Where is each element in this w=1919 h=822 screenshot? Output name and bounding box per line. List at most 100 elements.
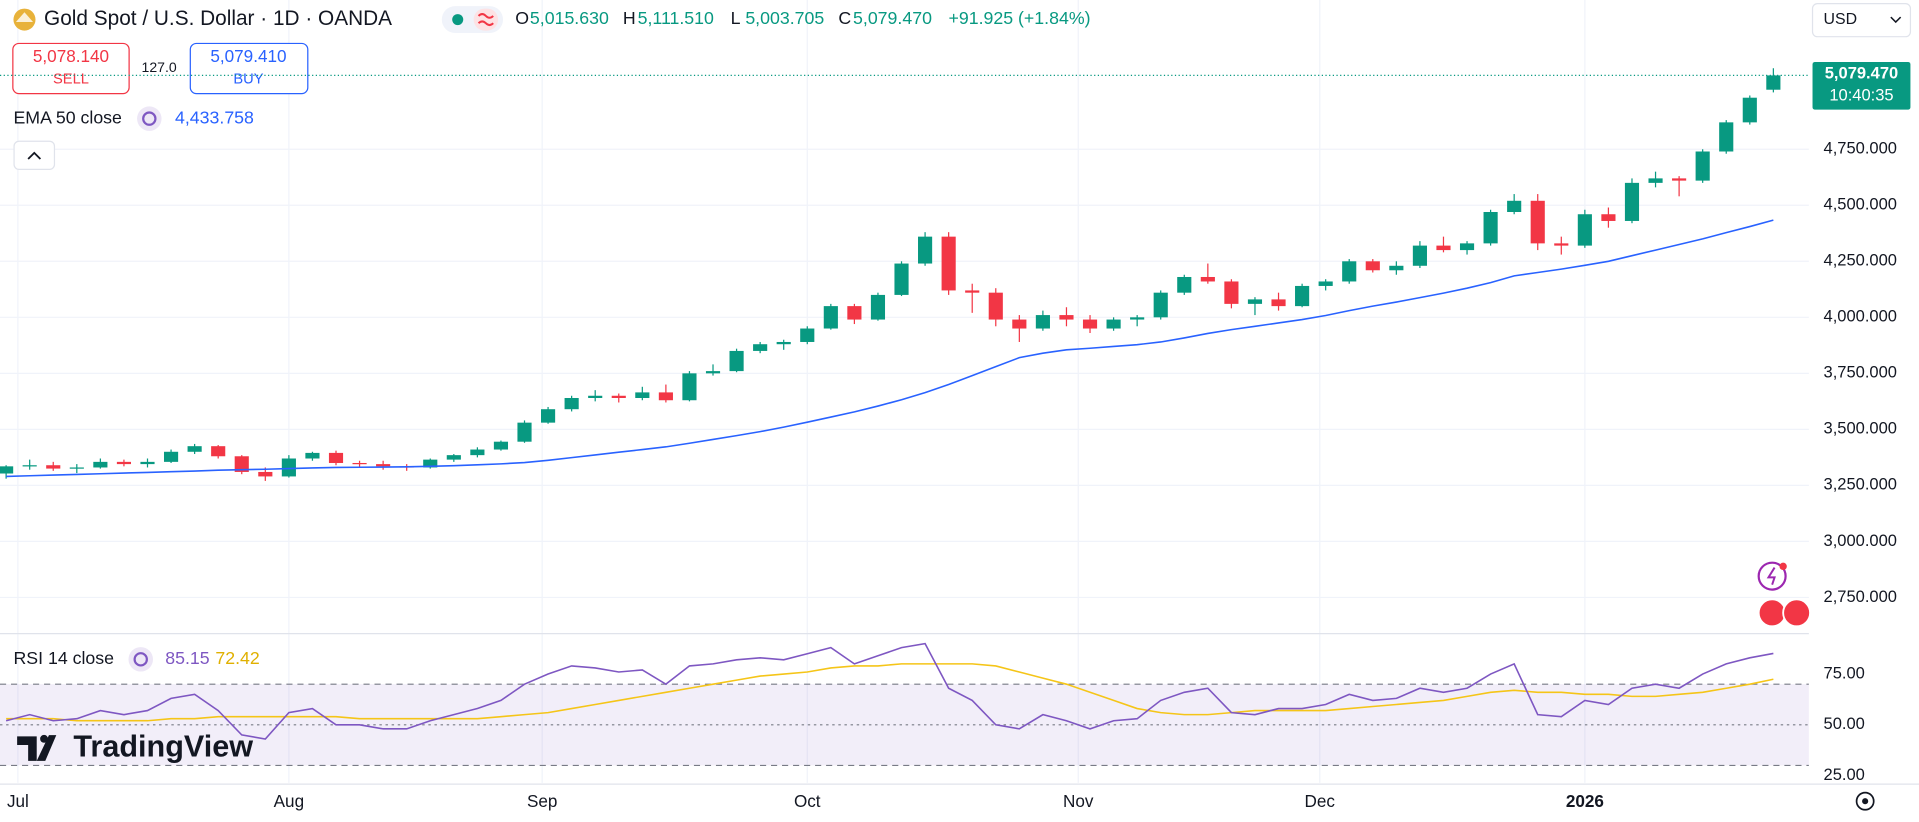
spread: 127.0 <box>141 59 176 75</box>
ema-icon <box>137 106 162 131</box>
candle-body <box>611 395 626 398</box>
candle-body <box>635 392 650 398</box>
y-tick-label: 3,750.000 <box>1824 364 1897 382</box>
candle-body <box>1365 261 1380 271</box>
candle-body <box>1389 265 1404 271</box>
candle-body <box>541 409 556 423</box>
candle-body <box>658 392 673 401</box>
candle-body <box>305 452 320 459</box>
ohlc-key: O <box>515 8 529 28</box>
x-tick-label: Dec <box>1305 792 1336 811</box>
candle-body <box>1742 97 1757 123</box>
economic-event-icon[interactable] <box>1757 598 1787 628</box>
candle-body <box>163 451 179 462</box>
candle-body <box>705 371 721 374</box>
candle-body <box>1577 214 1592 246</box>
plot-area <box>0 68 1781 740</box>
x-tick-label: Oct <box>794 792 821 811</box>
candle-body <box>1766 75 1781 90</box>
candle-body <box>69 467 84 469</box>
y-tick-label: 3,250.000 <box>1824 476 1897 494</box>
sell-button[interactable] <box>12 42 130 95</box>
candle-body <box>1719 122 1734 152</box>
sell-label[interactable]: SELL <box>53 71 89 87</box>
delay-badge <box>473 8 499 31</box>
candle-body <box>446 455 461 460</box>
candle-body <box>1153 292 1168 318</box>
event-icon[interactable] <box>1757 561 1787 591</box>
candle-body <box>1035 315 1050 329</box>
grid <box>0 0 1809 783</box>
candle-body <box>93 461 108 468</box>
ohlc-value: 5,015.630 <box>530 8 609 28</box>
candle-body <box>1530 200 1545 244</box>
currency-button[interactable] <box>1811 3 1912 38</box>
candle-body <box>1672 178 1687 181</box>
logo-text: TradingView <box>73 730 253 764</box>
candle-body <box>753 344 768 351</box>
ohlc-value: 5,111.510 <box>638 8 714 28</box>
settings-icon[interactable] <box>1855 791 1875 811</box>
candle-body <box>1554 243 1569 246</box>
candle-body <box>1483 211 1498 244</box>
candle-body <box>1082 319 1098 329</box>
ohlc-key: L <box>731 8 741 28</box>
candle-body <box>965 290 980 293</box>
ema-legend-name: EMA 50 close <box>13 107 122 127</box>
price-change: +91.925 (+1.84%) <box>948 8 1090 28</box>
candle-body <box>493 441 509 450</box>
buy-label[interactable]: BUY <box>233 71 263 87</box>
collapse-button[interactable] <box>13 140 56 171</box>
ohlc-key: C <box>838 8 851 28</box>
rsi-tick-label: 50.00 <box>1824 715 1865 733</box>
candle-body <box>918 236 933 264</box>
ohlc-value: 5,003.705 <box>745 8 824 28</box>
candle-body <box>847 306 862 320</box>
ohlc-key: H <box>623 8 636 28</box>
sell-price[interactable]: 5,078.140 <box>33 47 109 66</box>
y-tick-label: 4,750.000 <box>1824 140 1897 158</box>
logo-dot <box>40 734 48 743</box>
candle-body <box>211 446 226 457</box>
delay-icon <box>477 13 494 27</box>
buy-price[interactable]: 5,079.410 <box>210 47 286 66</box>
economic-event-icon[interactable] <box>1782 598 1811 628</box>
candle-body <box>729 350 744 372</box>
x-tick-label: Sep <box>527 792 557 811</box>
line-series <box>6 219 1774 478</box>
event-icon-glyph <box>1766 567 1776 586</box>
candle-body <box>988 292 1003 320</box>
candle-body <box>376 464 391 467</box>
line-series <box>6 663 1774 722</box>
candle-body <box>1295 285 1310 307</box>
ohlc-value: 5,079.470 <box>853 8 932 28</box>
candle-body <box>1224 281 1239 304</box>
candle-body <box>1318 281 1333 286</box>
candle-body <box>187 446 202 452</box>
candle-body <box>234 456 249 472</box>
line-series <box>5 642 1774 740</box>
y-tick-label: 3,500.000 <box>1824 420 1897 438</box>
candle-body <box>328 452 344 463</box>
ohlc-values: O 5,015.630 H 5,111.510 L 5,003.705 C 5,079.470 <box>515 8 932 28</box>
candle-body <box>281 458 296 477</box>
candle-body <box>1130 317 1145 320</box>
rsi-icon <box>128 647 153 672</box>
price-tag <box>1812 61 1911 110</box>
candle-body <box>140 461 155 465</box>
candle-body <box>941 236 956 291</box>
candle-body <box>517 422 532 442</box>
market-open-dot <box>452 14 464 26</box>
candle-body <box>1106 319 1121 329</box>
currency-label[interactable]: USD <box>1824 11 1858 28</box>
candle-body <box>470 449 485 456</box>
candle-body <box>1271 299 1286 307</box>
buy-button[interactable] <box>189 42 309 95</box>
x-tick-label: 2026 <box>1566 792 1604 811</box>
candle-body <box>564 397 579 410</box>
candle-body <box>682 373 697 401</box>
rsi-tick-label: 75.00 <box>1824 664 1865 682</box>
candle-body <box>1459 243 1475 251</box>
